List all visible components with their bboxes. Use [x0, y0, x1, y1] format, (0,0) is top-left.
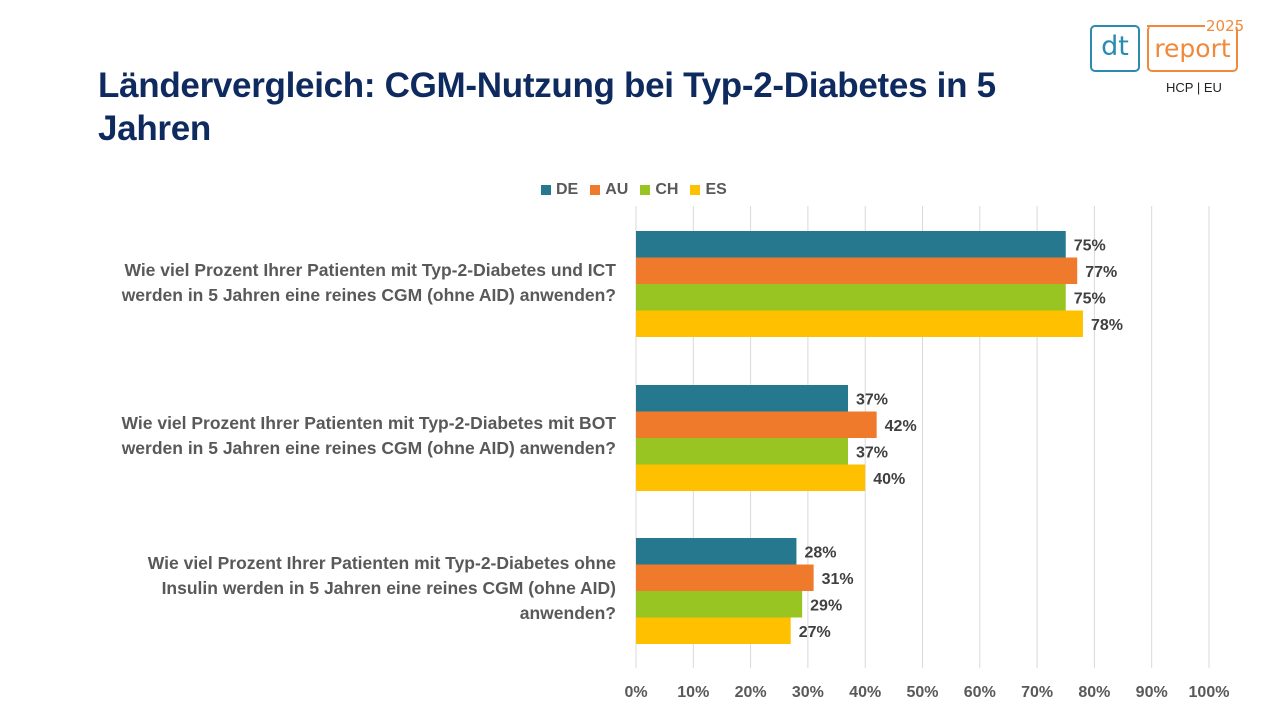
category-label-line: anwenden? [519, 603, 616, 623]
bar-value-label: 27% [799, 624, 831, 641]
bar-value-label: 75% [1074, 237, 1106, 254]
bar-de [636, 385, 849, 412]
legend-label-es: ES [705, 181, 727, 198]
x-tick-label: 10% [677, 684, 709, 701]
bar-value-label: 40% [873, 471, 905, 488]
x-tick-label: 30% [792, 684, 824, 701]
bar-value-label: 78% [1091, 317, 1123, 334]
logo-subtitle: HCP | EU [1166, 80, 1222, 95]
bar-ch [636, 438, 849, 465]
dt-report-logo: dt report 2025 HCP | EU [1090, 17, 1245, 98]
bar-au [636, 411, 877, 438]
x-tick-label: 100% [1189, 684, 1230, 701]
bar-value-label: 31% [822, 571, 854, 588]
category-label-line: werden in 5 Jahren eine reines CGM (ohne… [121, 438, 616, 458]
legend-swatch-ch [640, 185, 651, 195]
bar-value-label: 77% [1085, 264, 1117, 281]
legend-item-de: DE [541, 181, 578, 199]
bar-de [636, 538, 797, 565]
bar-es [636, 617, 791, 644]
chart-legend: DE AU CH ES [541, 181, 727, 199]
bar-au [636, 564, 814, 591]
category-label-line: Wie viel Prozent Ihrer Patienten mit Typ… [121, 413, 616, 433]
bars [636, 231, 1083, 644]
x-tick-label: 0% [624, 684, 647, 701]
bar-value-label: 42% [885, 418, 917, 435]
category-label-line: Wie viel Prozent Ihrer Patienten mit Typ… [147, 553, 616, 573]
x-tick-label: 40% [849, 684, 881, 701]
category-label-line: Wie viel Prozent Ihrer Patienten mit Typ… [124, 260, 616, 280]
x-tick-label: 70% [1021, 684, 1053, 701]
x-tick-label: 50% [906, 684, 938, 701]
bar-ch [636, 591, 803, 618]
x-tick-label: 60% [964, 684, 996, 701]
category-label-ict: Wie viel Prozent Ihrer Patienten mit Typ… [16, 258, 616, 308]
x-tick-label: 20% [735, 684, 767, 701]
legend-item-au: AU [590, 181, 628, 199]
x-axis-ticks: 0% 10% 20% 30% 40% 50% 60% 70% 80% 90% 100% [624, 684, 1229, 701]
category-label-no-insulin: Wie viel Prozent Ihrer Patienten mit Typ… [16, 551, 616, 626]
page-title: Ländervergleich: CGM-Nutzung bei Typ-2-D… [98, 66, 996, 148]
bar-ch [636, 284, 1066, 311]
category-label-line: werden in 5 Jahren eine reines CGM (ohne… [121, 285, 616, 305]
x-tick-label: 90% [1136, 684, 1168, 701]
legend-label-de: DE [556, 181, 579, 198]
bar-value-label: 75% [1074, 290, 1106, 307]
legend-swatch-au [590, 185, 601, 195]
bar-labels: 75% 77% 75% 78% 37% 42% 37% 40% 28% 31% 29% 27% [799, 237, 1123, 641]
legend-item-ch: CH [640, 181, 678, 199]
legend-label-ch: CH [655, 181, 679, 198]
bar-es [636, 464, 866, 491]
logo-year: 2025 [1206, 17, 1245, 35]
bar-au [636, 257, 1078, 284]
bar-value-label: 29% [810, 597, 842, 614]
logo-dt: dt [1090, 25, 1140, 72]
legend-item-es: ES [690, 181, 727, 199]
legend-label-au: AU [605, 181, 629, 198]
legend-swatch-de [541, 185, 551, 195]
bar-value-label: 28% [804, 544, 836, 561]
bar-de [636, 231, 1066, 258]
category-label-bot: Wie viel Prozent Ihrer Patienten mit Typ… [16, 411, 616, 461]
bar-value-label: 37% [856, 391, 888, 408]
logo-report: report [1147, 25, 1238, 72]
legend-swatch-es [690, 185, 701, 195]
bar-es [636, 310, 1083, 337]
x-tick-label: 80% [1078, 684, 1110, 701]
category-label-line: Insulin werden in 5 Jahren eine reines C… [161, 578, 616, 598]
bar-value-label: 37% [856, 444, 888, 461]
